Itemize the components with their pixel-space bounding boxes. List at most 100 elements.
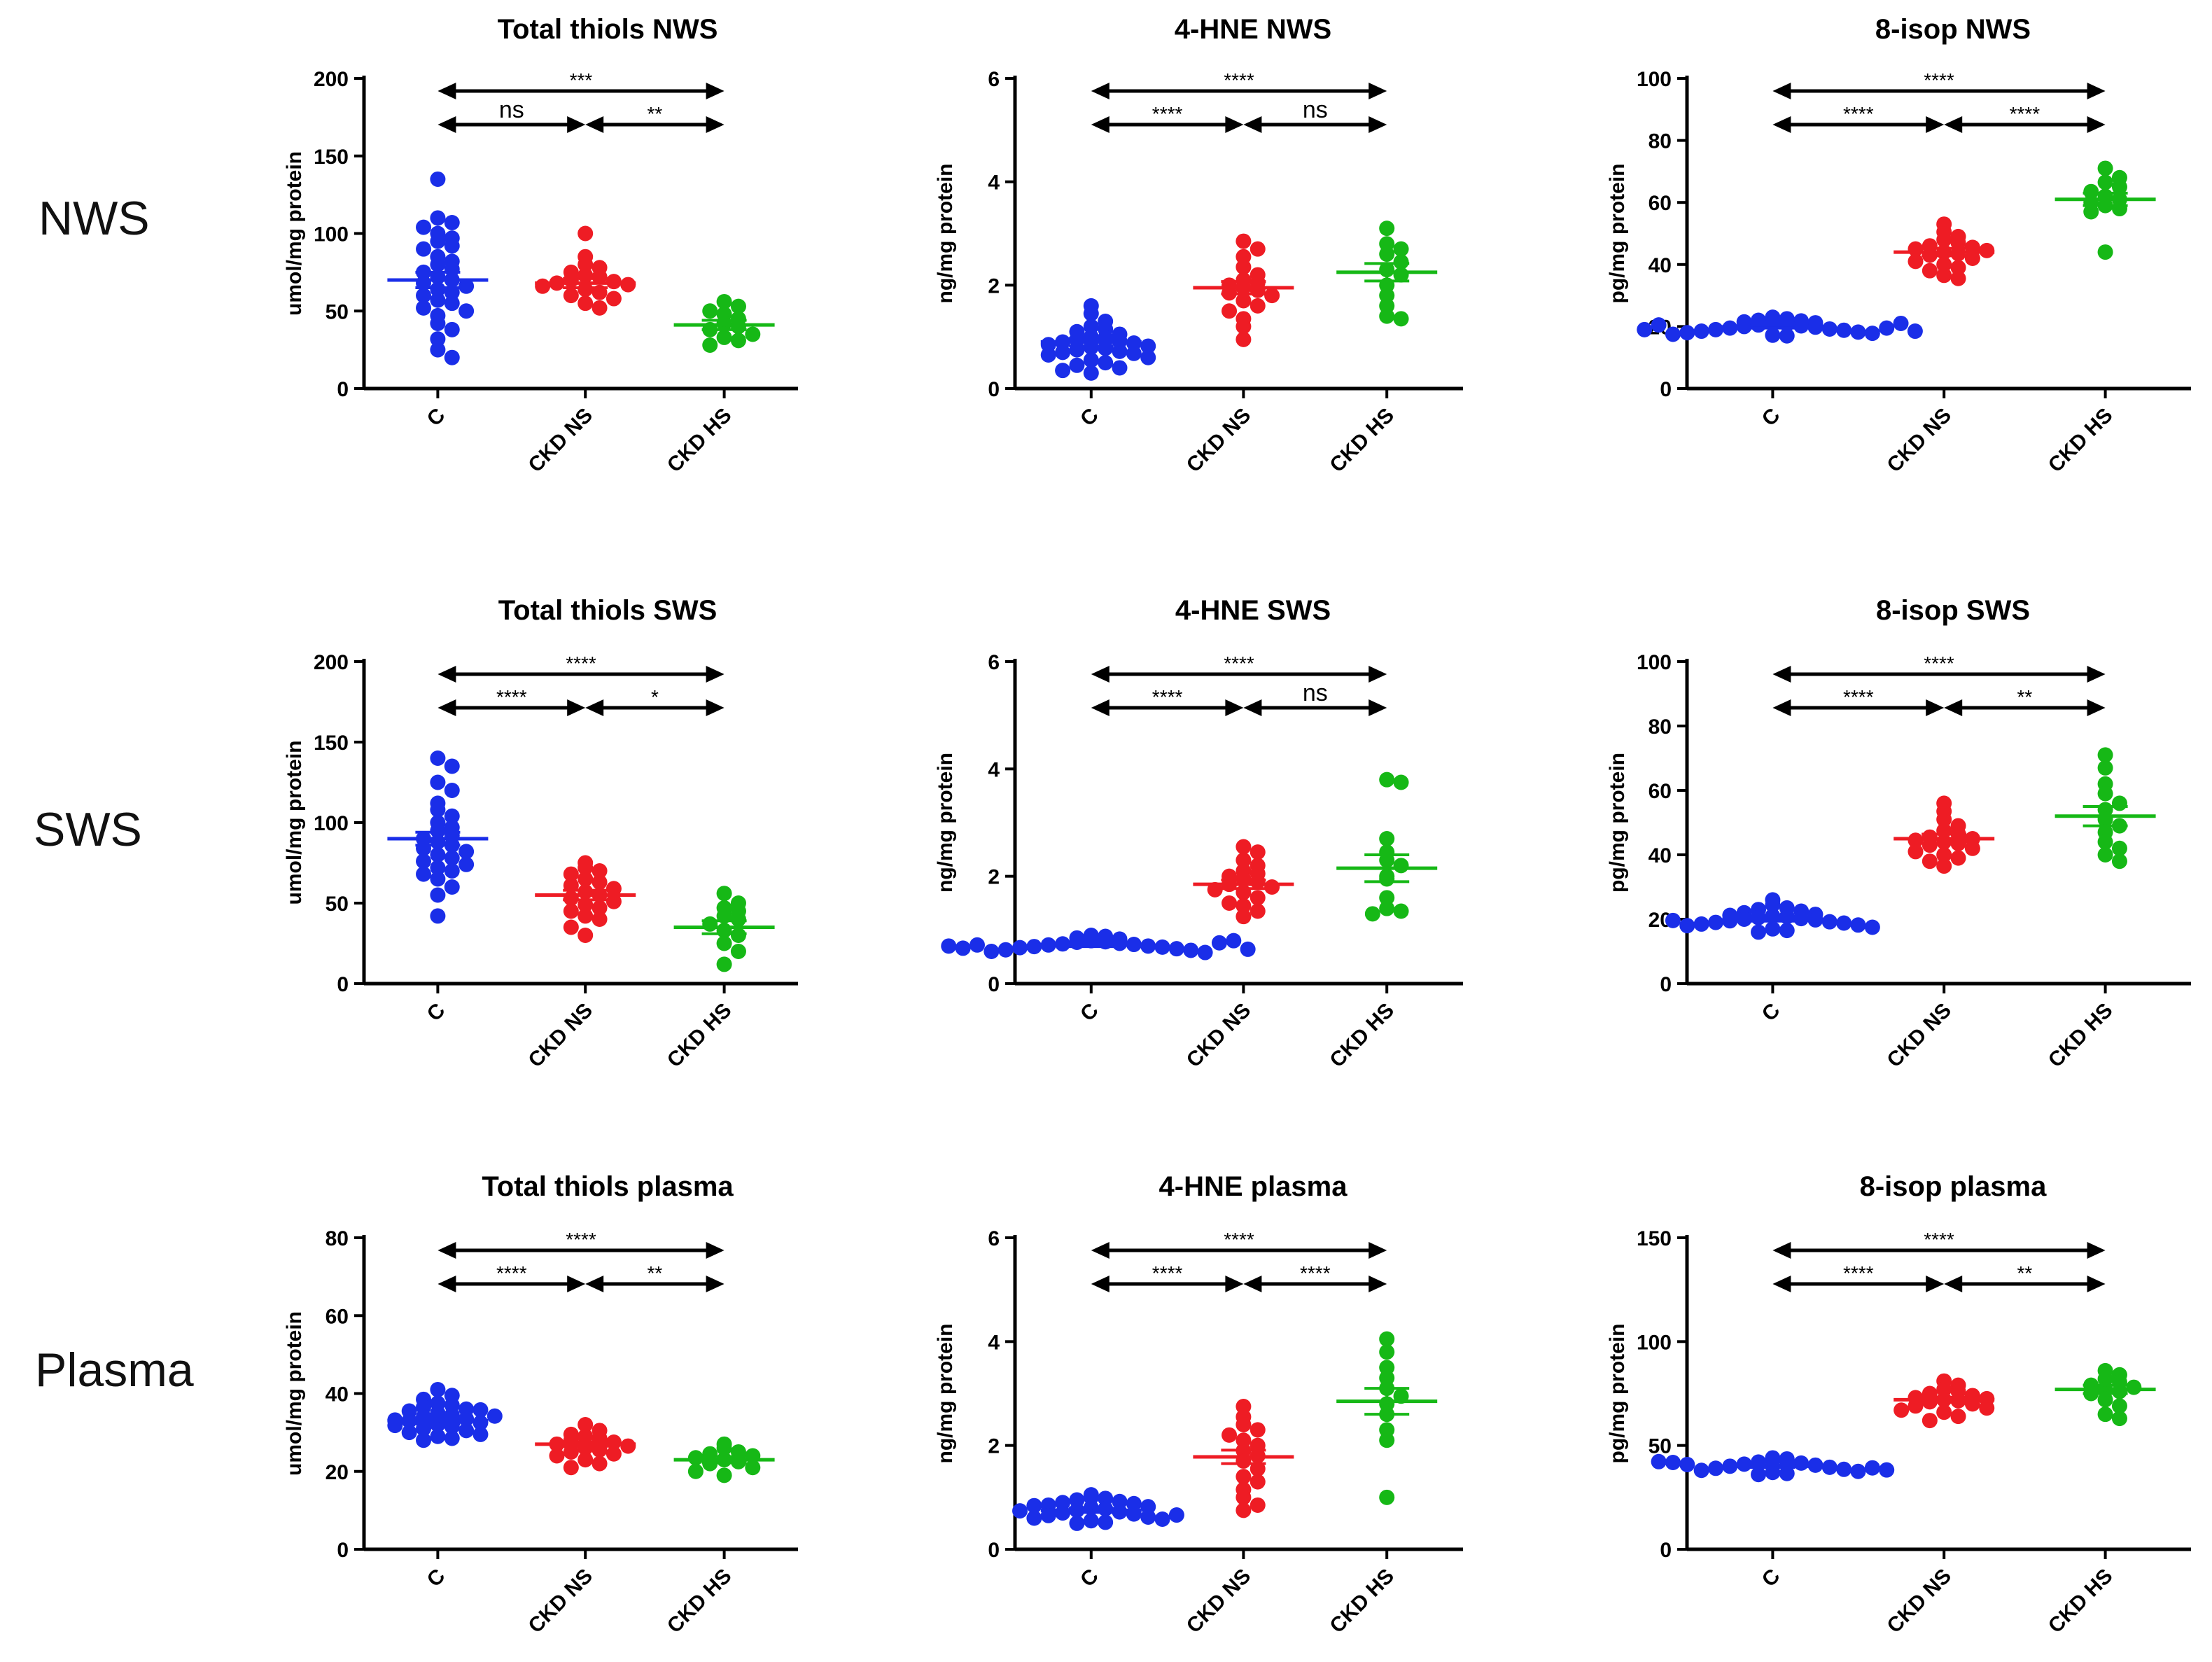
data-point: [1069, 1515, 1085, 1531]
data-point: [458, 1423, 475, 1439]
arrow-head-right: [1225, 116, 1244, 133]
data-point: [1936, 858, 1952, 874]
arrow-head-left: [1772, 666, 1791, 683]
y-tick-label: 4: [988, 1331, 1000, 1354]
data-point: [578, 1417, 594, 1432]
arrow-head-right: [567, 1276, 586, 1292]
data-point: [2097, 1406, 2113, 1423]
data-point: [1140, 349, 1156, 365]
arrow-head-right: [1368, 1276, 1387, 1292]
arrow-head-right: [1926, 1276, 1945, 1292]
data-point: [1921, 837, 1938, 853]
data-point: [1379, 246, 1395, 263]
arrow-head-left: [1772, 83, 1791, 99]
data-point: [592, 874, 608, 891]
data-point: [1950, 235, 1966, 251]
data-point: [1665, 912, 1681, 928]
y-tick-label: 60: [326, 1305, 349, 1328]
data-point: [1765, 897, 1781, 913]
data-point: [1893, 315, 1909, 331]
y-tick-label: 6: [988, 651, 1000, 674]
data-point: [1379, 771, 1395, 788]
comparison-ckd-ns-vs-ckd-hs: **: [1944, 686, 2106, 716]
data-point: [716, 956, 732, 972]
data-point: [1364, 906, 1380, 922]
y-tick-label: 150: [314, 146, 349, 169]
data-point: [983, 944, 1000, 959]
data-point: [2111, 853, 2127, 870]
y-tick-label: 0: [337, 378, 349, 401]
data-point: [1679, 325, 1695, 341]
comparison-ckd-ns-vs-ckd-hs: ****: [1944, 103, 2106, 133]
data-point: [1083, 1513, 1099, 1529]
arrow-head-left: [438, 666, 456, 683]
data-point: [1779, 1465, 1795, 1481]
data-point: [620, 1438, 636, 1454]
significance-label: **: [2017, 686, 2033, 708]
series-ckd-hs: [2054, 160, 2156, 260]
data-point: [578, 225, 594, 242]
data-point: [1250, 298, 1266, 314]
y-tick-label: 0: [988, 1539, 1000, 1562]
data-point: [430, 802, 446, 818]
y-tick-label: 200: [314, 651, 349, 674]
series-ckd-ns: [1893, 795, 1995, 874]
arrow-head-right: [2087, 83, 2106, 99]
data-point: [592, 863, 608, 879]
series-ckd-ns: [1193, 839, 1294, 925]
data-point: [458, 844, 475, 860]
comparison-c-vs-ckd-ns: ****: [438, 1262, 586, 1292]
data-point: [563, 919, 579, 935]
data-point: [1651, 1453, 1667, 1469]
data-point: [1751, 924, 1767, 940]
data-point: [1083, 352, 1099, 368]
data-point: [444, 758, 460, 774]
row-label-nws: NWS: [38, 192, 150, 245]
data-point: [1012, 940, 1028, 956]
y-tick-label: 200: [314, 68, 349, 91]
y-tick-label: 0: [1660, 973, 1672, 996]
y-tick-label: 2: [988, 1435, 1000, 1458]
data-point: [430, 331, 446, 347]
data-point: [1211, 935, 1227, 951]
y-tick-label: 80: [326, 1227, 349, 1250]
significance-label: **: [648, 103, 663, 125]
significance-label: ****: [1152, 103, 1183, 125]
data-point: [2111, 795, 2127, 811]
data-point: [416, 288, 432, 304]
data-point: [1836, 915, 1852, 931]
data-point: [1679, 1456, 1695, 1472]
comparison-ckd-ns-vs-ckd-hs: **: [585, 1262, 724, 1292]
arrow-head-left: [1091, 1276, 1110, 1292]
data-point: [941, 938, 957, 954]
data-point: [578, 871, 594, 887]
data-point: [578, 1452, 594, 1468]
chart-title: 4-HNE SWS: [1175, 595, 1331, 626]
comparison-c-vs-ckd-ns: ****: [438, 686, 586, 716]
comparison-ckd-ns-vs-ckd-hs: ****: [1243, 1262, 1387, 1292]
data-point: [430, 860, 446, 876]
data-point: [1850, 1463, 1866, 1479]
series-c: [1012, 1487, 1184, 1531]
data-point: [416, 853, 432, 870]
data-point: [1026, 939, 1042, 955]
arrow-head-right: [2087, 699, 2106, 716]
data-point: [1736, 1456, 1752, 1472]
data-point: [1637, 321, 1653, 337]
data-point: [1864, 919, 1880, 935]
chart-title: Total thiols SWS: [498, 595, 718, 626]
data-point: [1083, 365, 1099, 381]
y-tick-label: 50: [326, 893, 349, 916]
data-point: [606, 1434, 622, 1451]
arrow-head-left: [1243, 1276, 1262, 1292]
comparison-c-vs-ckd-hs: ****: [1091, 652, 1387, 683]
data-point: [458, 303, 475, 319]
significance-label: ****: [1224, 652, 1254, 674]
arrow-head-right: [706, 1276, 724, 1292]
arrow-head-right: [1225, 699, 1244, 716]
series-ckd-hs: [1336, 771, 1438, 922]
arrow-head-left: [1091, 116, 1110, 133]
arrow-head-right: [1368, 116, 1387, 133]
data-point: [592, 300, 608, 316]
data-point: [1140, 338, 1156, 354]
